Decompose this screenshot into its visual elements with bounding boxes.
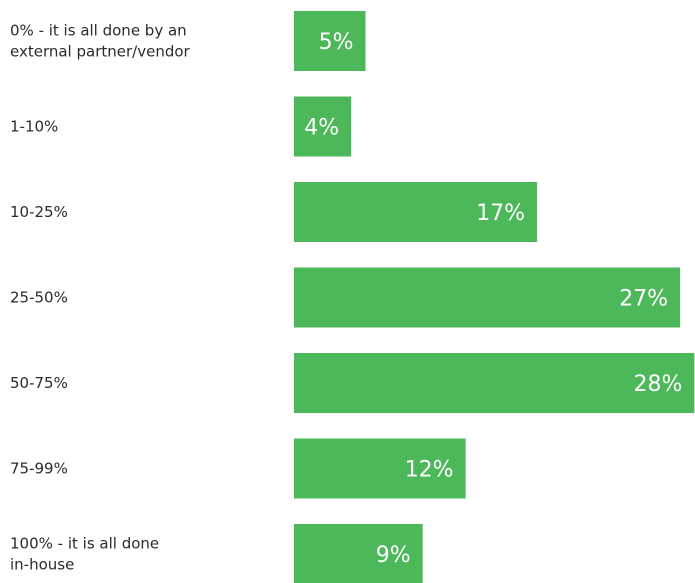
category-label-3: 25-50% <box>10 289 68 307</box>
category-label-line: 0% - it is all done by an <box>10 22 187 40</box>
bar-4 <box>294 353 695 413</box>
category-label-5: 75-99% <box>10 460 68 478</box>
value-label-4: 28% <box>633 372 682 397</box>
category-label-line: 75-99% <box>10 460 68 478</box>
value-label-6: 9% <box>376 543 411 568</box>
bar-2 <box>294 182 538 242</box>
category-label-line: 100% - it is all done <box>10 535 159 553</box>
value-label-1: 4% <box>304 116 339 141</box>
bar-1 <box>294 96 352 157</box>
category-label-line: 50-75% <box>10 374 68 392</box>
bar-5 <box>294 438 466 499</box>
bar-6 <box>294 524 423 583</box>
value-label-5: 12% <box>405 458 454 483</box>
value-label-0: 5% <box>319 30 354 55</box>
category-label-6: 100% - it is all done in-house <box>10 535 159 574</box>
bar-3 <box>294 267 681 328</box>
category-label-line: in-house <box>10 556 74 574</box>
category-label-2: 10-25% <box>10 203 68 221</box>
category-label-line: 10-25% <box>10 203 68 221</box>
value-label-3: 27% <box>619 287 668 312</box>
category-label-line: 25-50% <box>10 289 68 307</box>
category-label-line: 1-10% <box>10 118 58 136</box>
value-label-2: 17% <box>476 201 525 226</box>
category-label-1: 1-10% <box>10 118 58 136</box>
category-label-0: 0% - it is all done by an external partne… <box>10 22 191 61</box>
category-label-4: 50-75% <box>10 374 68 392</box>
bar-0 <box>294 11 366 71</box>
category-label-line: external partner/vendor <box>10 43 191 61</box>
